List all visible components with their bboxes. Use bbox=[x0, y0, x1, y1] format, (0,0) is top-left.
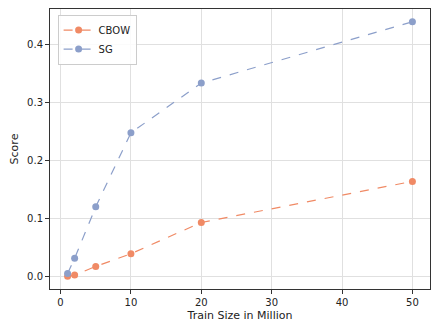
svg-text:30: 30 bbox=[265, 297, 278, 308]
svg-text:50: 50 bbox=[406, 297, 419, 308]
svg-text:10: 10 bbox=[125, 297, 138, 308]
svg-text:0.1: 0.1 bbox=[27, 213, 43, 224]
svg-text:0: 0 bbox=[57, 297, 63, 308]
svg-text:0.2: 0.2 bbox=[27, 155, 43, 166]
svg-text:0.0: 0.0 bbox=[27, 271, 43, 282]
svg-text:SG: SG bbox=[99, 44, 113, 55]
svg-text:CBOW: CBOW bbox=[99, 25, 131, 36]
svg-text:0.3: 0.3 bbox=[27, 97, 43, 108]
svg-text:20: 20 bbox=[195, 297, 208, 308]
svg-text:40: 40 bbox=[336, 297, 349, 308]
svg-text:0.4: 0.4 bbox=[27, 39, 43, 50]
svg-text:Score: Score bbox=[8, 133, 21, 164]
svg-text:Train Size in Million: Train Size in Million bbox=[187, 309, 293, 322]
